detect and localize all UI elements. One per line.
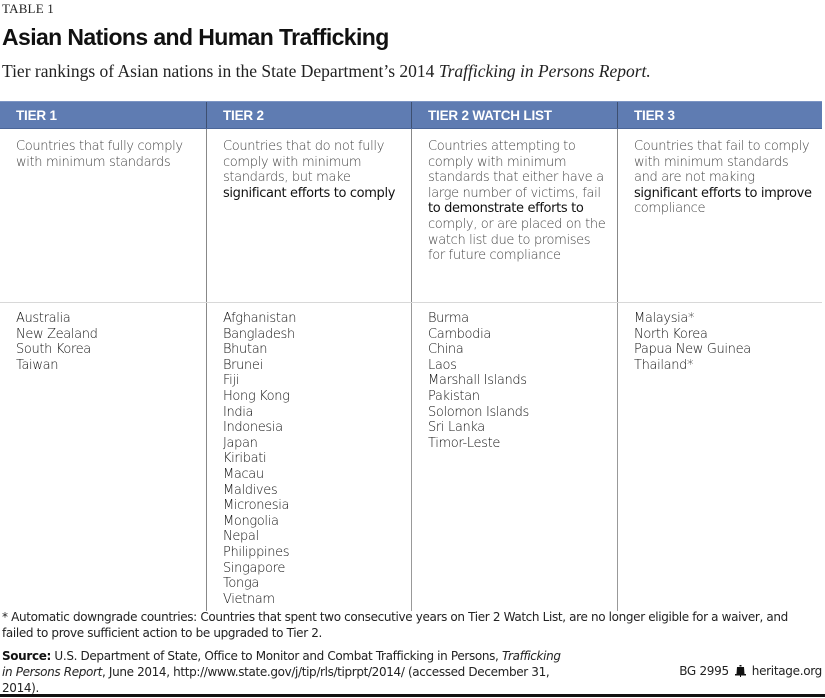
- source-text: U.S. Department of State, Office to Moni…: [50, 649, 502, 663]
- country-item: Laos: [428, 357, 457, 373]
- country-item: Brunei: [223, 357, 263, 373]
- page-title: Asian Nations and Human Trafficking: [2, 24, 389, 50]
- table-label: TABLE 1: [2, 1, 54, 16]
- country-item: Bangladesh: [223, 326, 295, 342]
- header-tier-3: TIER 3: [617, 102, 822, 128]
- country-item: Taiwan: [16, 357, 59, 373]
- countries-tier-3: Malaysia* North Korea Papua New Guinea Thai…: [617, 303, 822, 611]
- country-item: South Korea: [16, 342, 91, 358]
- country-item: North Korea: [634, 326, 708, 342]
- report-id: BG 2995: [679, 664, 729, 678]
- country-item: Pakistan: [428, 388, 480, 404]
- country-item: Philippines: [223, 544, 290, 560]
- country-item: Japan: [223, 435, 258, 451]
- description-text: Countries that do not fully comply with …: [223, 139, 385, 186]
- country-item: Maldives: [223, 482, 278, 498]
- description-tier-1: Countries that fully comply with minimum…: [0, 129, 206, 302]
- countries-tier-1: Australia New Zealand South Korea Taiwan: [0, 303, 206, 611]
- table-header-row: TIER 1 TIER 2 TIER 2 WATCH LIST TIER 3: [0, 101, 822, 129]
- country-item: Sri Lanka: [428, 420, 485, 436]
- description-text: Countries that fail to comply with minim…: [634, 139, 810, 186]
- source-label: Source:: [2, 649, 51, 663]
- description-text: Countries attempting to comply with mini…: [428, 139, 604, 201]
- country-item: Australia: [16, 311, 71, 326]
- header-tier-2-watch-list: TIER 2 WATCH LIST: [411, 102, 617, 128]
- description-row: Countries that fully comply with minimum…: [0, 129, 822, 303]
- country-item: Macau: [223, 466, 264, 482]
- description-tier-2-watch-list: Countries attempting to comply with mini…: [411, 129, 617, 302]
- description-text-after: comply, or are placed on the watch list …: [428, 216, 606, 264]
- country-item: India: [223, 404, 254, 420]
- description-text-after: compliance: [634, 201, 706, 217]
- country-item: Burma: [428, 311, 469, 326]
- country-item: Solomon Islands: [428, 404, 529, 420]
- description-tier-2: Countries that do not fully comply with …: [206, 129, 411, 302]
- country-item: China: [428, 342, 464, 358]
- source-text-end: , June 2014, http://www.state.gov/j/tip/…: [2, 665, 550, 695]
- country-item: Mongolia: [223, 513, 279, 529]
- description-emphasis: significant efforts to comply: [223, 185, 396, 201]
- subtitle: Tier rankings of Asian nations in the St…: [2, 61, 651, 82]
- header-tier-1: TIER 1: [16, 108, 57, 123]
- country-item: Marshall Islands: [428, 373, 527, 389]
- country-item: Micronesia: [223, 498, 290, 514]
- country-item: Fiji: [223, 373, 239, 389]
- country-item: Vietnam: [223, 591, 275, 607]
- subtitle-text: Tier rankings of Asian nations in the St…: [2, 61, 439, 81]
- description-emphasis: significant efforts to improve: [634, 185, 812, 201]
- description-tier-3: Countries that fail to comply with minim…: [617, 129, 822, 302]
- country-item: Tonga: [223, 576, 259, 592]
- report-name: Trafficking in Persons Report.: [438, 61, 651, 81]
- country-item: Timor-Leste: [428, 435, 501, 451]
- country-item: Malaysia*: [634, 311, 695, 326]
- country-item: Indonesia: [223, 420, 283, 436]
- credit: BG 2995 heritage.org: [679, 664, 822, 678]
- country-item: New Zealand: [16, 326, 98, 342]
- description-text: Countries that fully comply with minimum…: [16, 139, 183, 170]
- country-item: Singapore: [223, 560, 285, 576]
- header-tier-2: TIER 2: [206, 102, 411, 128]
- country-item: Bhutan: [223, 342, 268, 358]
- country-item: Cambodia: [428, 326, 491, 342]
- countries-tier-2-watch-list: Burma Cambodia China Laos Marshall Islands Pa…: [411, 303, 617, 611]
- country-item: Hong Kong: [223, 388, 290, 404]
- country-item: Thailand*: [634, 357, 694, 373]
- country-item: Nepal: [223, 529, 259, 545]
- tier-table: TIER 1 TIER 2 TIER 2 WATCH LIST TIER 3 C…: [0, 101, 822, 611]
- description-emphasis: to demonstrate efforts to: [428, 201, 584, 217]
- site-name: heritage.org: [751, 664, 823, 678]
- country-item: Papua New Guinea: [634, 342, 751, 358]
- source-report-title: Trafficking in Persons Report: [2, 649, 561, 679]
- footnote: * Automatic downgrade countries: Countri…: [2, 610, 788, 640]
- source-note: Source: U.S. Department of State, Office…: [2, 648, 562, 696]
- liberty-bell-icon: [734, 665, 746, 677]
- countries-tier-2: Afghanistan Bangladesh Bhutan Brunei Fiji Hon…: [206, 303, 411, 611]
- country-item: Kiribati: [223, 451, 267, 467]
- countries-row: Australia New Zealand South Korea Taiwan Af…: [0, 303, 822, 611]
- bottom-rule: [0, 694, 825, 697]
- country-item: Afghanistan: [223, 311, 297, 326]
